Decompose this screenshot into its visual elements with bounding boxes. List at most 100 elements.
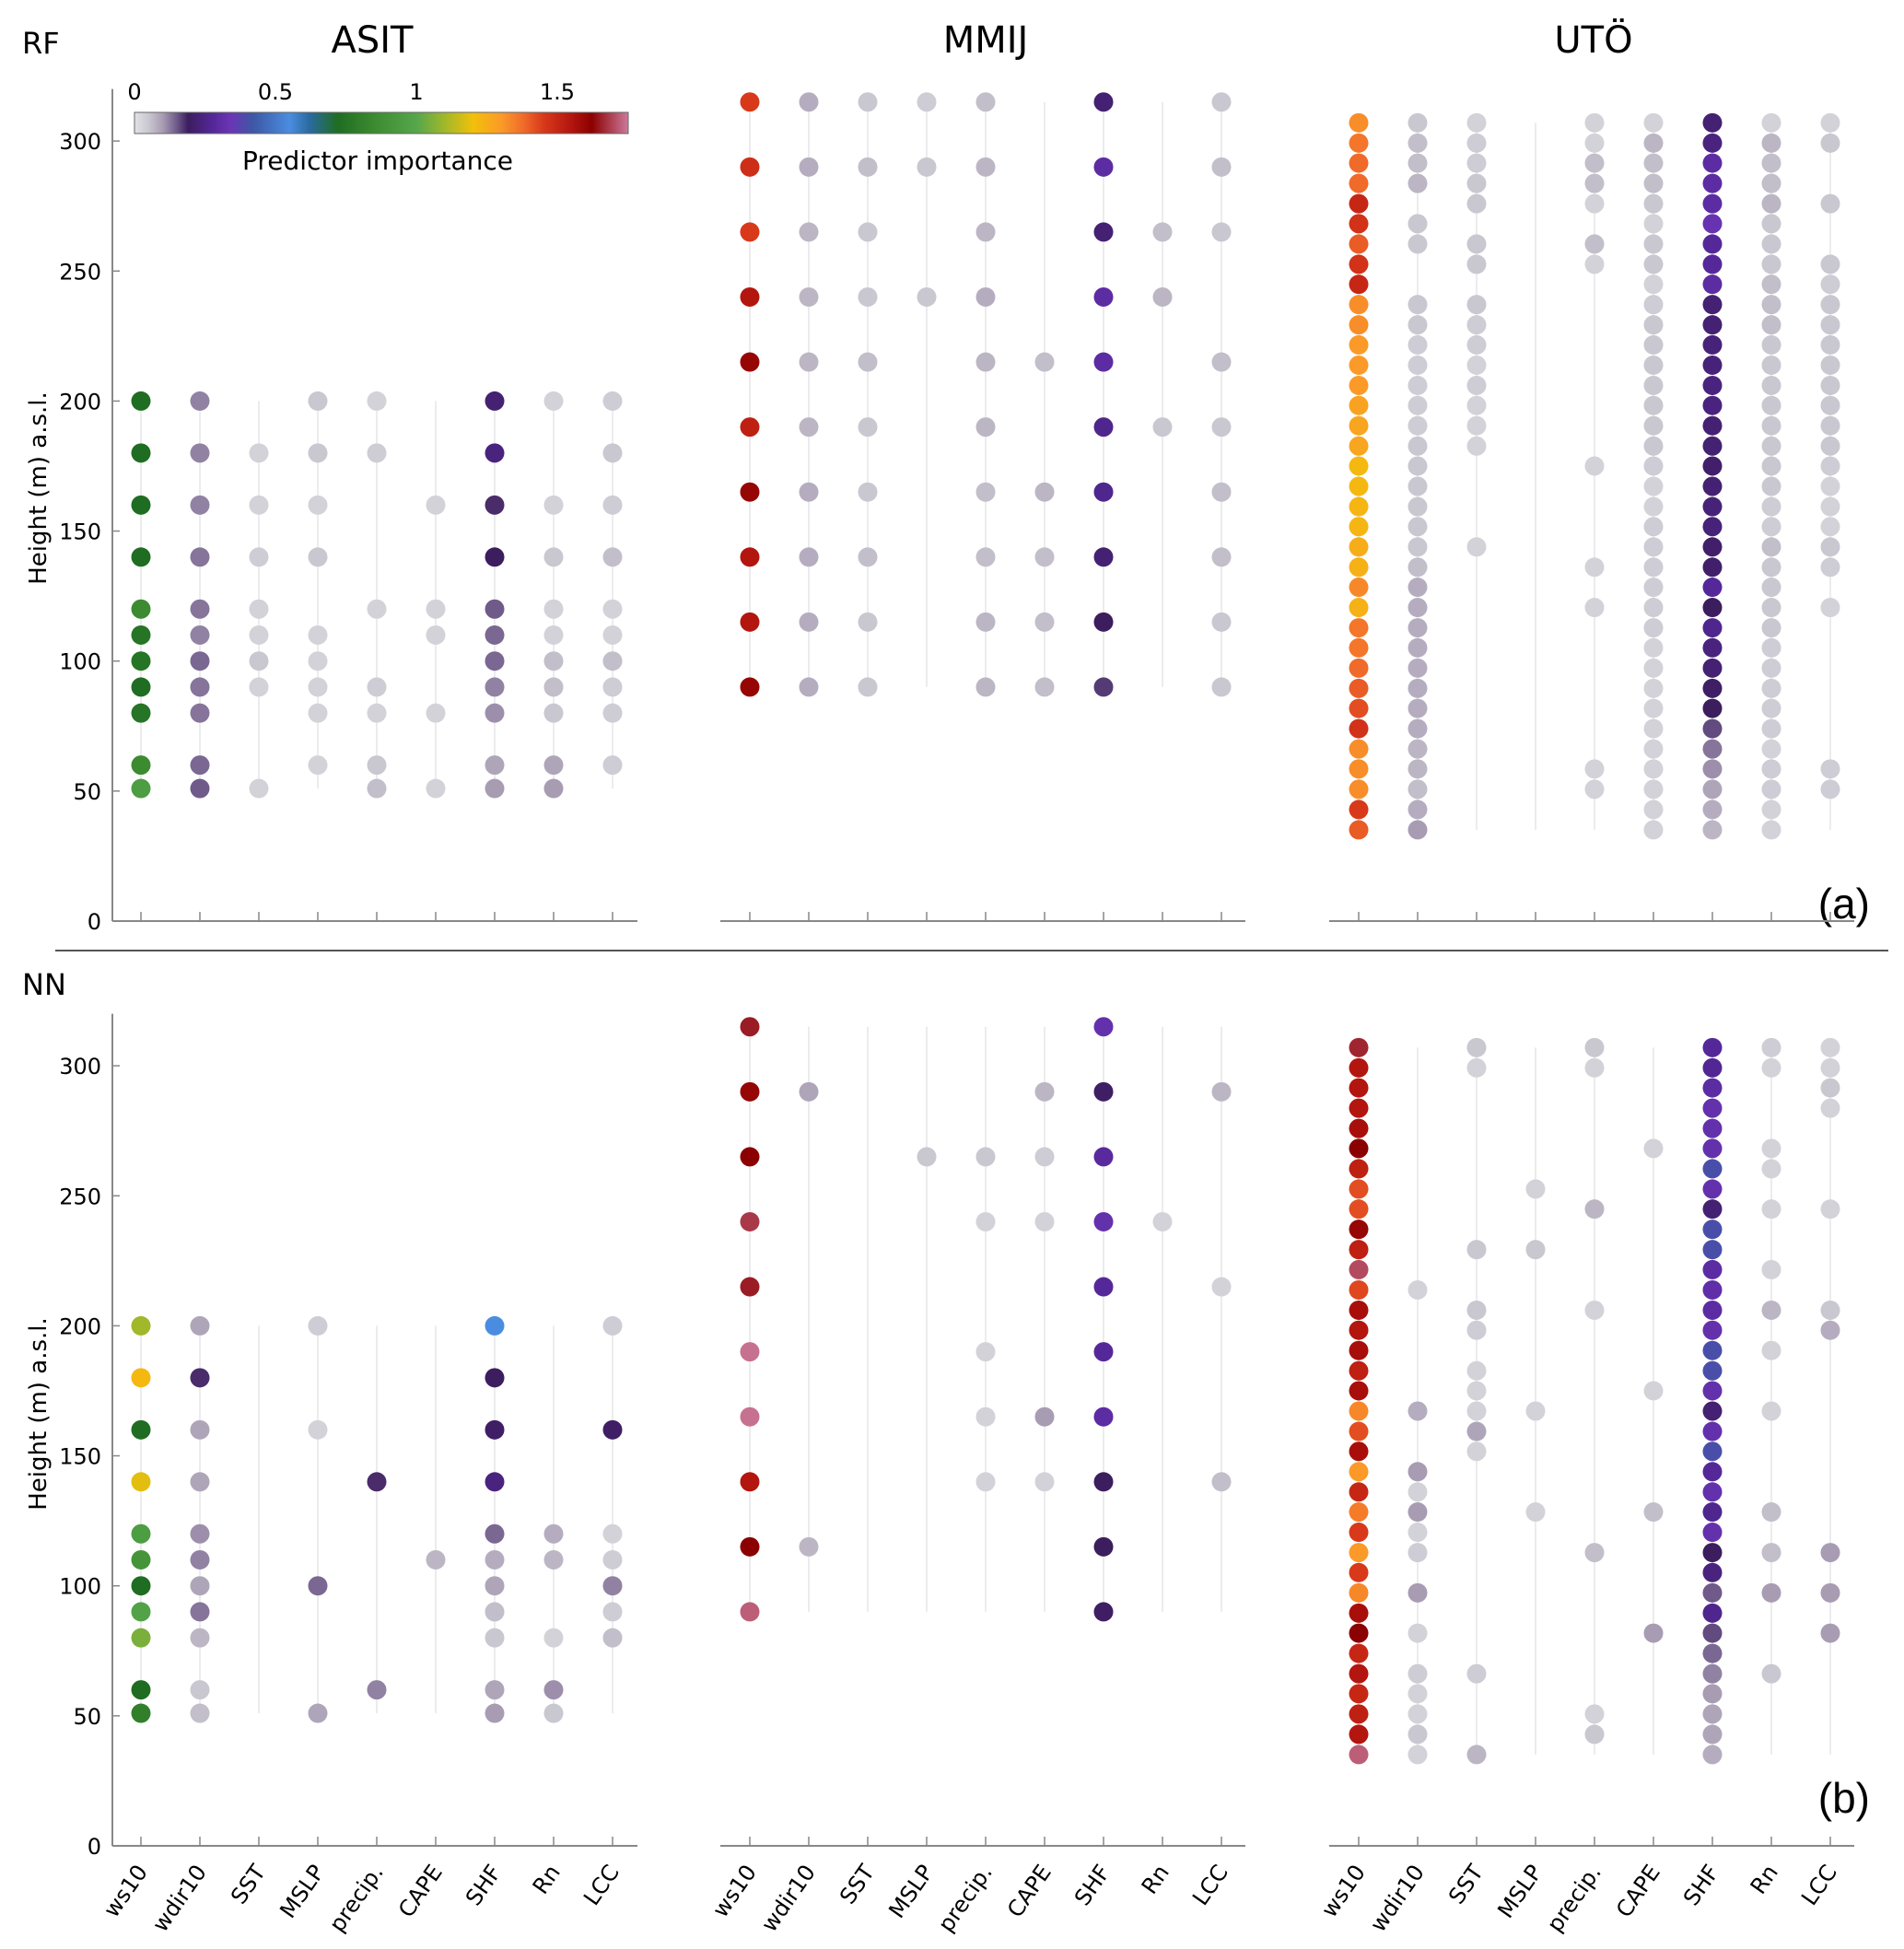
model-label-rf: RF — [22, 26, 60, 61]
importance-dot — [308, 443, 328, 463]
importance-dot — [1211, 157, 1232, 177]
x-tick-label: MSLP — [275, 1860, 330, 1922]
importance-dot — [1408, 578, 1428, 598]
importance-dot — [1761, 1037, 1781, 1057]
importance-dot — [190, 1419, 210, 1440]
importance-dot — [131, 1549, 151, 1570]
importance-dot — [1034, 1472, 1055, 1492]
importance-dot — [1702, 739, 1723, 759]
importance-dot — [1761, 1582, 1781, 1603]
importance-dot — [543, 677, 564, 697]
importance-dot — [367, 703, 387, 723]
importance-dot — [1702, 678, 1723, 698]
y-tick-label: 200 — [59, 389, 101, 414]
importance-dot — [1349, 678, 1369, 698]
importance-dot — [1761, 537, 1781, 557]
importance-dot — [543, 599, 564, 619]
importance-dot — [1349, 1220, 1369, 1240]
importance-dot — [1820, 295, 1840, 315]
colorbar-tick-1: 1 — [409, 79, 423, 105]
importance-dot — [1093, 612, 1114, 632]
importance-dot — [1349, 718, 1369, 739]
importance-dot — [1761, 274, 1781, 295]
importance-dot — [1349, 1078, 1369, 1098]
importance-dot — [1702, 234, 1723, 254]
importance-dot — [740, 1602, 760, 1622]
importance-dot — [1820, 274, 1840, 295]
importance-dot — [1761, 334, 1781, 355]
importance-dot — [1466, 395, 1487, 415]
importance-dot — [975, 677, 996, 697]
importance-dot — [1408, 355, 1428, 375]
importance-dot — [1408, 618, 1428, 638]
importance-dot — [1643, 254, 1664, 274]
importance-dot — [1349, 1179, 1369, 1199]
importance-dot — [543, 1628, 564, 1648]
importance-dot — [1408, 1279, 1428, 1300]
importance-dot — [1761, 1300, 1781, 1320]
importance-dot — [1702, 637, 1723, 658]
importance-dot — [367, 755, 387, 776]
importance-dot — [485, 703, 505, 723]
importance-dot — [1211, 352, 1232, 372]
importance-dot — [1466, 112, 1487, 133]
importance-dot — [602, 1523, 623, 1544]
importance-dot — [1408, 799, 1428, 820]
importance-dot — [1349, 173, 1369, 193]
importance-dot — [543, 624, 564, 645]
importance-dot — [602, 755, 623, 776]
importance-dot — [1761, 799, 1781, 820]
importance-dot — [1034, 352, 1055, 372]
importance-dot — [1408, 1502, 1428, 1523]
importance-dot — [367, 1680, 387, 1700]
importance-dot — [1820, 315, 1840, 335]
station-title-asit: ASIT — [332, 19, 415, 62]
importance-dot — [1820, 133, 1840, 153]
y-tick-label: 100 — [59, 1574, 101, 1600]
importance-dot — [602, 1602, 623, 1622]
importance-dot — [1643, 214, 1664, 234]
importance-dot — [543, 495, 564, 515]
importance-dot — [1349, 1523, 1369, 1543]
importance-dot — [1093, 1406, 1114, 1427]
importance-dot — [367, 391, 387, 411]
importance-dot — [1349, 1663, 1369, 1684]
importance-dot — [1349, 1441, 1369, 1462]
importance-dot — [1093, 1081, 1114, 1102]
importance-dot — [1820, 1199, 1840, 1220]
importance-dot — [1761, 557, 1781, 578]
colorbar: 0 0.5 1 1.5 Predictor importance — [127, 79, 629, 176]
importance-dot — [1466, 1401, 1487, 1421]
importance-dot — [858, 286, 878, 307]
importance-dot — [1408, 739, 1428, 759]
importance-dot — [1761, 315, 1781, 335]
importance-dot — [1408, 395, 1428, 415]
importance-dot — [1349, 395, 1369, 415]
importance-dot — [1466, 375, 1487, 395]
x-tick-label: Rn — [528, 1860, 566, 1898]
importance-dot — [485, 1680, 505, 1700]
importance-dot — [1408, 1523, 1428, 1543]
importance-dot — [1761, 718, 1781, 739]
importance-dot — [1349, 658, 1369, 678]
panel-rf-asit — [112, 391, 637, 922]
importance-dot — [1584, 173, 1605, 193]
importance-dot — [1466, 1381, 1487, 1401]
importance-dot — [1349, 375, 1369, 395]
importance-dot — [602, 495, 623, 515]
importance-dot — [131, 1680, 151, 1700]
importance-dot — [1761, 415, 1781, 436]
importance-dot — [1761, 698, 1781, 718]
importance-dot — [1702, 436, 1723, 456]
importance-dot — [1702, 1078, 1723, 1098]
importance-dot — [367, 677, 387, 697]
importance-dot — [1643, 759, 1664, 779]
importance-dot — [485, 677, 505, 697]
importance-dot — [1643, 334, 1664, 355]
importance-dot — [1349, 112, 1369, 133]
importance-dot — [1349, 1118, 1369, 1138]
importance-dot — [1034, 482, 1055, 502]
importance-dot — [1466, 1745, 1487, 1765]
importance-dot — [1702, 1421, 1723, 1441]
importance-dot — [1466, 1360, 1487, 1381]
